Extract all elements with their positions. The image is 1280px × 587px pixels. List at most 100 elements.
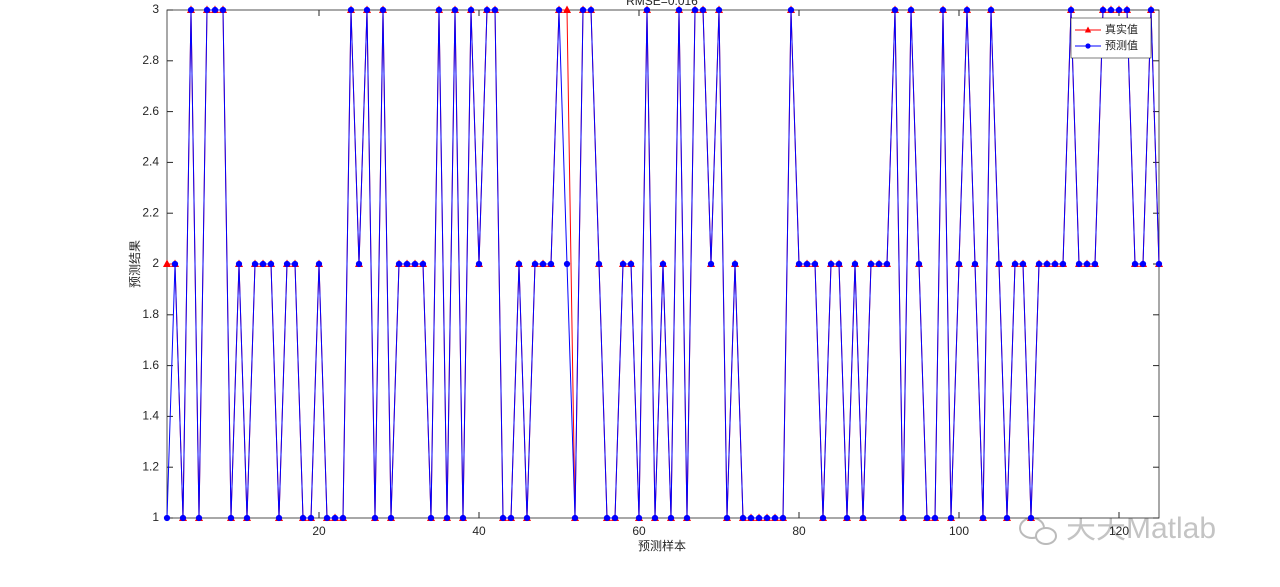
- marker: [307, 514, 315, 522]
- marker: [563, 260, 571, 268]
- marker: [739, 514, 747, 522]
- marker: [427, 514, 435, 522]
- legend-marker: [1085, 43, 1091, 49]
- marker: [987, 6, 995, 14]
- y-tick-label: 1.4: [142, 409, 159, 423]
- marker: [547, 260, 555, 268]
- marker: [995, 260, 1003, 268]
- marker: [699, 6, 707, 14]
- marker: [403, 260, 411, 268]
- marker: [923, 514, 931, 522]
- legend-marker: [1084, 26, 1092, 33]
- marker: [371, 514, 379, 522]
- marker: [1035, 260, 1043, 268]
- marker: [1075, 260, 1083, 268]
- x-tick-label: 100: [949, 524, 969, 538]
- marker: [963, 6, 971, 14]
- marker: [835, 260, 843, 268]
- marker: [331, 514, 339, 522]
- marker: [787, 6, 795, 14]
- y-tick-label: 3: [152, 2, 159, 16]
- y-tick-label: 2.6: [142, 104, 159, 118]
- marker: [363, 6, 371, 14]
- marker: [1011, 260, 1019, 268]
- marker: [931, 514, 939, 522]
- marker: [867, 260, 875, 268]
- marker: [803, 260, 811, 268]
- y-tick-label: 2.2: [142, 205, 159, 219]
- y-tick-label: 2.8: [142, 53, 159, 67]
- marker: [747, 514, 755, 522]
- x-tick-label: 80: [792, 524, 806, 538]
- marker: [611, 514, 619, 522]
- marker: [971, 260, 979, 268]
- marker: [171, 260, 179, 268]
- marker: [211, 6, 219, 14]
- marker: [595, 260, 603, 268]
- marker: [1059, 260, 1067, 268]
- marker: [643, 6, 651, 14]
- x-axis-label: 预测样本: [638, 538, 686, 553]
- marker: [203, 6, 211, 14]
- marker: [1083, 260, 1091, 268]
- legend-label: 真实值: [1105, 22, 1138, 36]
- chart-title: RMSE=0.016: [626, 0, 698, 8]
- marker: [179, 514, 187, 522]
- marker: [763, 514, 771, 522]
- marker: [235, 260, 243, 268]
- marker: [483, 6, 491, 14]
- marker: [707, 260, 715, 268]
- marker: [459, 514, 467, 522]
- marker: [283, 260, 291, 268]
- marker: [291, 260, 299, 268]
- marker: [827, 260, 835, 268]
- marker: [315, 260, 323, 268]
- marker: [562, 5, 572, 13]
- marker: [675, 6, 683, 14]
- marker: [691, 6, 699, 14]
- marker: [683, 514, 691, 522]
- marker: [379, 6, 387, 14]
- marker: [259, 260, 267, 268]
- marker: [979, 514, 987, 522]
- marker: [419, 260, 427, 268]
- marker: [387, 514, 395, 522]
- marker: [243, 514, 251, 522]
- marker: [435, 6, 443, 14]
- marker: [299, 514, 307, 522]
- marker: [1019, 260, 1027, 268]
- marker: [275, 514, 283, 522]
- y-tick-label: 1: [152, 510, 159, 524]
- marker: [1091, 260, 1099, 268]
- marker: [267, 260, 275, 268]
- y-tick-label: 2: [152, 256, 159, 270]
- marker: [619, 260, 627, 268]
- y-axis-label: 预测结果: [128, 240, 142, 288]
- legend-box: [1070, 17, 1152, 59]
- marker: [1115, 6, 1123, 14]
- marker: [635, 514, 643, 522]
- marker: [491, 6, 499, 14]
- marker: [811, 260, 819, 268]
- marker: [795, 260, 803, 268]
- marker: [443, 514, 451, 522]
- marker: [187, 6, 195, 14]
- marker: [571, 514, 579, 522]
- marker: [891, 6, 899, 14]
- marker: [667, 514, 675, 522]
- marker: [939, 6, 947, 14]
- x-tick-label: 60: [632, 524, 646, 538]
- marker: [195, 514, 203, 522]
- marker: [475, 260, 483, 268]
- marker: [899, 514, 907, 522]
- marker: [859, 514, 867, 522]
- marker: [163, 514, 171, 522]
- marker: [579, 6, 587, 14]
- marker: [251, 260, 259, 268]
- marker: [219, 6, 227, 14]
- marker: [1067, 6, 1075, 14]
- marker: [875, 260, 883, 268]
- marker: [603, 514, 611, 522]
